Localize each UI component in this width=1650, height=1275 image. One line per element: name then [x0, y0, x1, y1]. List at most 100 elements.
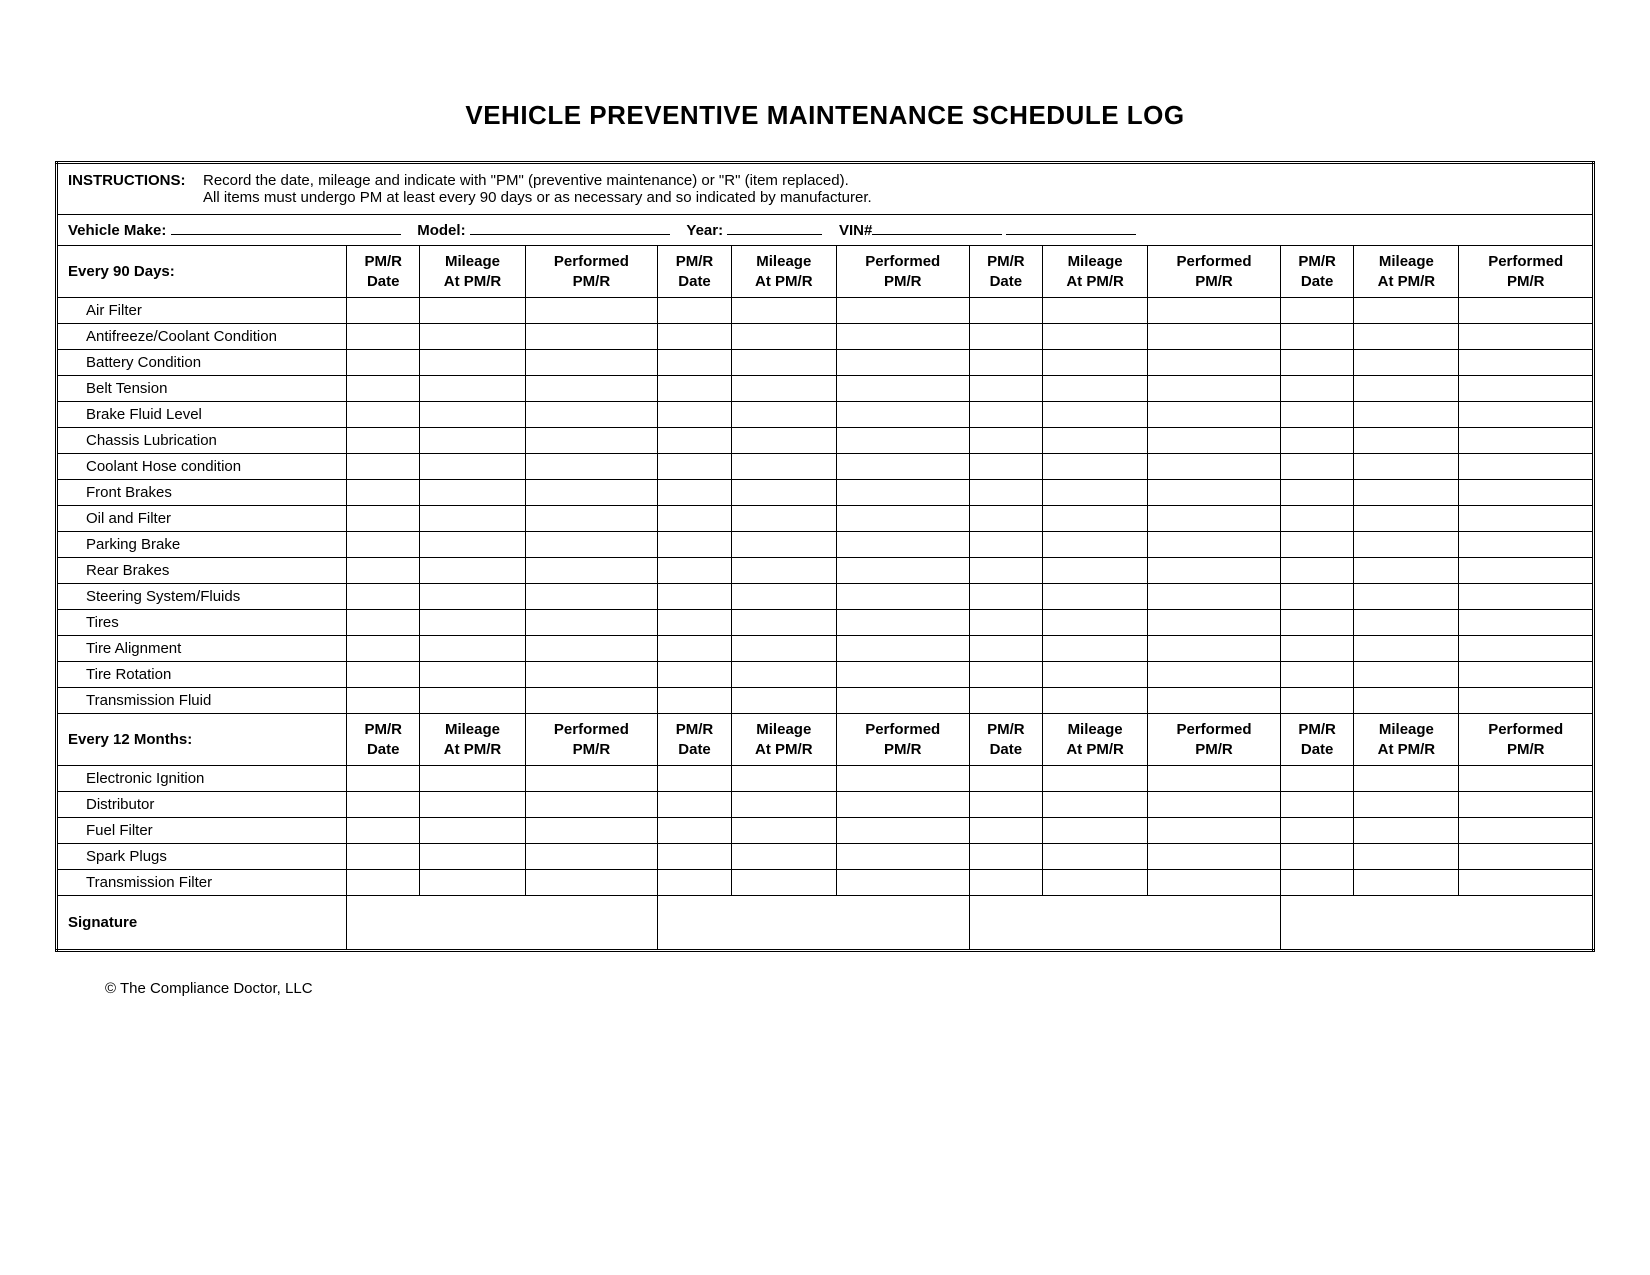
signature-cell[interactable] — [658, 896, 969, 951]
data-cell[interactable] — [1043, 636, 1148, 662]
data-cell[interactable] — [1043, 610, 1148, 636]
data-cell[interactable] — [1148, 662, 1281, 688]
data-cell[interactable] — [525, 298, 658, 324]
data-cell[interactable] — [1354, 506, 1459, 532]
data-cell[interactable] — [1280, 610, 1353, 636]
data-cell[interactable] — [420, 636, 525, 662]
data-cell[interactable] — [1354, 792, 1459, 818]
data-cell[interactable] — [525, 402, 658, 428]
data-cell[interactable] — [1148, 844, 1281, 870]
data-cell[interactable] — [1043, 376, 1148, 402]
data-cell[interactable] — [836, 844, 969, 870]
data-cell[interactable] — [836, 688, 969, 714]
data-cell[interactable] — [1459, 636, 1594, 662]
data-cell[interactable] — [1354, 324, 1459, 350]
data-cell[interactable] — [1043, 350, 1148, 376]
data-cell[interactable] — [1043, 844, 1148, 870]
data-cell[interactable] — [731, 324, 836, 350]
data-cell[interactable] — [1148, 636, 1281, 662]
data-cell[interactable] — [1459, 610, 1594, 636]
data-cell[interactable] — [731, 480, 836, 506]
data-cell[interactable] — [525, 688, 658, 714]
data-cell[interactable] — [525, 766, 658, 792]
data-cell[interactable] — [731, 662, 836, 688]
data-cell[interactable] — [1148, 454, 1281, 480]
data-cell[interactable] — [658, 610, 731, 636]
data-cell[interactable] — [969, 428, 1042, 454]
data-cell[interactable] — [1354, 480, 1459, 506]
data-cell[interactable] — [1148, 688, 1281, 714]
data-cell[interactable] — [658, 402, 731, 428]
data-cell[interactable] — [1459, 818, 1594, 844]
data-cell[interactable] — [347, 298, 420, 324]
data-cell[interactable] — [525, 818, 658, 844]
data-cell[interactable] — [1280, 402, 1353, 428]
data-cell[interactable] — [836, 480, 969, 506]
data-cell[interactable] — [420, 558, 525, 584]
data-cell[interactable] — [1148, 480, 1281, 506]
data-cell[interactable] — [1148, 792, 1281, 818]
data-cell[interactable] — [969, 870, 1042, 896]
data-cell[interactable] — [1354, 402, 1459, 428]
data-cell[interactable] — [1459, 428, 1594, 454]
data-cell[interactable] — [525, 636, 658, 662]
signature-cell[interactable] — [347, 896, 658, 951]
data-cell[interactable] — [836, 584, 969, 610]
data-cell[interactable] — [658, 428, 731, 454]
data-cell[interactable] — [1043, 818, 1148, 844]
data-cell[interactable] — [731, 428, 836, 454]
data-cell[interactable] — [731, 610, 836, 636]
data-cell[interactable] — [1354, 766, 1459, 792]
data-cell[interactable] — [1354, 532, 1459, 558]
data-cell[interactable] — [969, 662, 1042, 688]
data-cell[interactable] — [1280, 688, 1353, 714]
data-cell[interactable] — [969, 844, 1042, 870]
data-cell[interactable] — [525, 324, 658, 350]
data-cell[interactable] — [525, 428, 658, 454]
data-cell[interactable] — [347, 766, 420, 792]
data-cell[interactable] — [1354, 428, 1459, 454]
data-cell[interactable] — [420, 454, 525, 480]
data-cell[interactable] — [525, 350, 658, 376]
data-cell[interactable] — [347, 350, 420, 376]
data-cell[interactable] — [1354, 662, 1459, 688]
data-cell[interactable] — [1148, 298, 1281, 324]
data-cell[interactable] — [658, 792, 731, 818]
data-cell[interactable] — [420, 688, 525, 714]
data-cell[interactable] — [731, 844, 836, 870]
data-cell[interactable] — [836, 766, 969, 792]
data-cell[interactable] — [658, 636, 731, 662]
data-cell[interactable] — [525, 506, 658, 532]
data-cell[interactable] — [658, 298, 731, 324]
data-cell[interactable] — [347, 506, 420, 532]
data-cell[interactable] — [420, 844, 525, 870]
data-cell[interactable] — [1043, 558, 1148, 584]
data-cell[interactable] — [731, 870, 836, 896]
data-cell[interactable] — [1354, 818, 1459, 844]
data-cell[interactable] — [1459, 688, 1594, 714]
data-cell[interactable] — [836, 324, 969, 350]
data-cell[interactable] — [1280, 324, 1353, 350]
data-cell[interactable] — [1459, 662, 1594, 688]
data-cell[interactable] — [1043, 454, 1148, 480]
data-cell[interactable] — [1459, 766, 1594, 792]
data-cell[interactable] — [1043, 766, 1148, 792]
data-cell[interactable] — [525, 662, 658, 688]
data-cell[interactable] — [420, 792, 525, 818]
data-cell[interactable] — [347, 480, 420, 506]
data-cell[interactable] — [731, 402, 836, 428]
vehicle-vin-field-1[interactable] — [872, 221, 1002, 235]
data-cell[interactable] — [1354, 350, 1459, 376]
data-cell[interactable] — [1148, 766, 1281, 792]
data-cell[interactable] — [658, 766, 731, 792]
data-cell[interactable] — [969, 792, 1042, 818]
data-cell[interactable] — [1043, 402, 1148, 428]
data-cell[interactable] — [969, 532, 1042, 558]
data-cell[interactable] — [1354, 298, 1459, 324]
data-cell[interactable] — [420, 662, 525, 688]
data-cell[interactable] — [1148, 506, 1281, 532]
data-cell[interactable] — [1459, 480, 1594, 506]
data-cell[interactable] — [1354, 870, 1459, 896]
data-cell[interactable] — [836, 454, 969, 480]
data-cell[interactable] — [525, 558, 658, 584]
